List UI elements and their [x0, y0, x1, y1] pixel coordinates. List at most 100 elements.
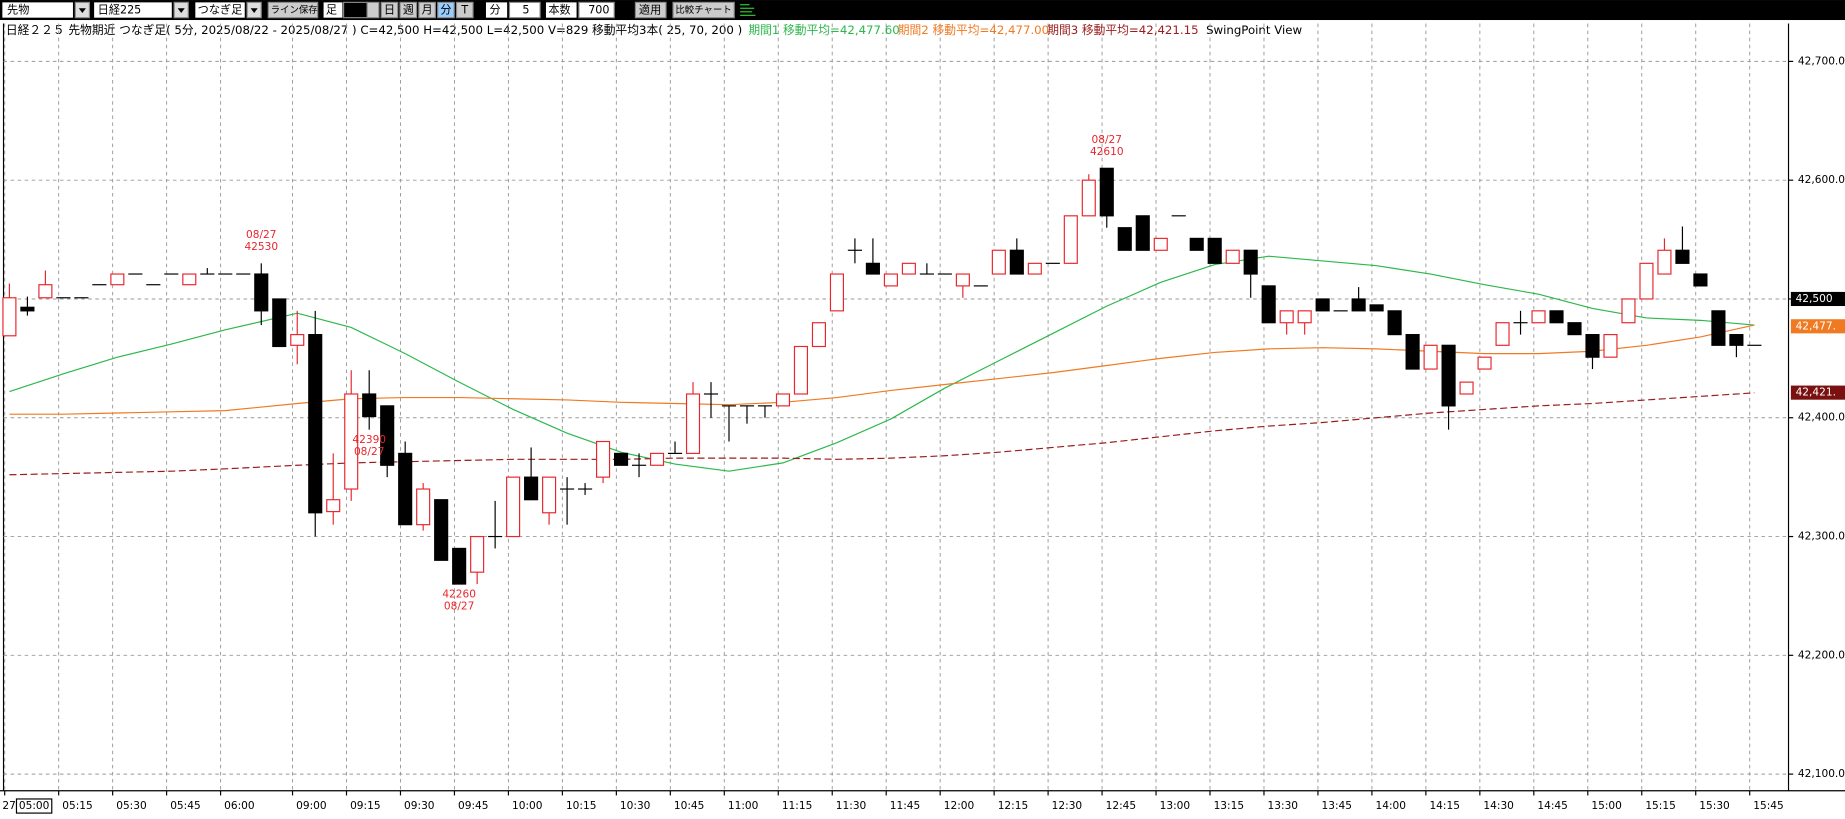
candle-body	[1675, 249, 1690, 264]
candle-body	[1621, 298, 1636, 324]
candle-body	[811, 322, 827, 348]
period-button[interactable]	[455, 1, 474, 19]
current-time-box	[15, 798, 53, 814]
market-select[interactable]	[2, 2, 73, 18]
candle-body	[1423, 344, 1438, 370]
price-tag	[1790, 291, 1845, 307]
x-tick-label: 12:45	[1106, 800, 1137, 812]
candle-body	[272, 298, 287, 348]
x-tick-label: 14:45	[1537, 800, 1568, 812]
moving-average-line	[9, 392, 1755, 476]
x-tick-label: 05:15	[62, 800, 93, 812]
candle-body	[1279, 310, 1294, 324]
swing-price: 42610	[1090, 146, 1124, 158]
candle-body	[290, 334, 305, 346]
x-tick-label: 06:00	[224, 800, 255, 812]
x-tick-label: 11:45	[890, 800, 920, 812]
x-tick-label: 05:45	[170, 800, 201, 812]
mode-value: つなぎ足	[198, 3, 243, 17]
apply-button[interactable]	[634, 1, 667, 19]
y-tick-label: 42,400.0	[1798, 412, 1845, 424]
candle-body	[1117, 227, 1132, 251]
count-input[interactable]	[578, 1, 615, 19]
x-tick-label: 15:15	[1645, 800, 1676, 812]
candle-body	[344, 393, 359, 490]
candle-body	[1441, 344, 1456, 407]
period-button[interactable]	[380, 1, 399, 19]
x-tick-label: 09:15	[350, 800, 381, 812]
period-button[interactable]	[437, 1, 455, 19]
x-tick-label: 10:15	[566, 800, 597, 812]
x-tick-label: 10:30	[620, 800, 651, 812]
bar-input[interactable]	[342, 1, 368, 19]
candle-body	[20, 306, 35, 312]
count-label: 本数	[548, 3, 570, 17]
candle-body	[506, 476, 521, 538]
candle-body	[470, 535, 485, 573]
legend-entry: 期間3 移動平均=42,421.15	[1047, 23, 1198, 37]
price-tag-label: 42,421.	[1796, 387, 1836, 399]
candle-body	[182, 273, 197, 286]
x-tick-label: 11:00	[728, 800, 759, 812]
y-tick-label: 42,200.0	[1798, 649, 1845, 661]
save-button[interactable]	[267, 1, 319, 19]
candle-body	[1261, 285, 1276, 324]
apply-label: 適用	[639, 3, 661, 17]
bar-label-box	[323, 2, 343, 18]
interval-input[interactable]	[508, 1, 541, 19]
candle-body	[865, 262, 880, 275]
candle-body	[1603, 334, 1618, 358]
x-tick-label: 13:15	[1214, 800, 1245, 812]
swing-price: 42390	[352, 434, 386, 446]
candle-body	[326, 499, 341, 513]
interval-value: 5	[522, 4, 529, 17]
candle-body	[775, 393, 791, 407]
x-tick-label: 05:00	[19, 800, 50, 812]
y-tick-label: 42,700.0	[1798, 55, 1845, 67]
arrow-icon	[177, 8, 185, 13]
candle-body	[1297, 310, 1312, 324]
candle-body	[254, 273, 269, 312]
symbol-select[interactable]	[94, 2, 172, 18]
y-tick-label: 42,100.0	[1798, 768, 1845, 780]
x-tick-label: 14:00	[1375, 800, 1406, 812]
price-tag-label: 42,477.	[1796, 320, 1836, 332]
swing-price: 42530	[244, 241, 278, 253]
swing-date: 08/27	[354, 446, 385, 458]
candle-body	[901, 262, 916, 275]
compare-label: 比較チャート	[675, 4, 731, 16]
candle-body	[1225, 249, 1240, 264]
x-tick-label: 11:15	[782, 800, 812, 812]
candle-body	[524, 476, 539, 501]
compare-button[interactable]	[672, 1, 735, 19]
candle-body	[991, 249, 1006, 275]
x-tick-label: 10:45	[674, 800, 704, 812]
period-button[interactable]	[418, 1, 436, 19]
bar-spinner[interactable]	[366, 1, 380, 19]
candle-body	[452, 547, 467, 585]
candle-body	[2, 297, 17, 337]
view-label: SwingPoint View	[1206, 23, 1302, 37]
candle-body	[685, 393, 701, 454]
period-button[interactable]	[399, 1, 418, 19]
arrow-icon	[250, 8, 258, 13]
chart-info: 日経２２５ 先物期近 つなぎ足( 5分, 2025/08/22 - 2025/0…	[6, 23, 742, 37]
period-label: T	[460, 4, 468, 17]
indicator-icon[interactable]	[740, 4, 756, 16]
candle-body	[1477, 356, 1492, 370]
candle-body	[542, 476, 557, 514]
x-tick-label: 14:30	[1483, 800, 1514, 812]
x-tick-label: 12:15	[998, 800, 1029, 812]
count-value: 700	[588, 4, 609, 17]
mode-select[interactable]	[195, 2, 245, 18]
candle-body	[1639, 262, 1654, 300]
unit-label: 分	[489, 4, 500, 17]
candle-body	[1693, 273, 1708, 287]
x-tick-label: 11:30	[836, 800, 867, 812]
legend-entry: 期間1 移動平均=42,477.60	[748, 23, 899, 37]
candle-body	[1351, 298, 1366, 312]
price-tag	[1790, 319, 1845, 334]
